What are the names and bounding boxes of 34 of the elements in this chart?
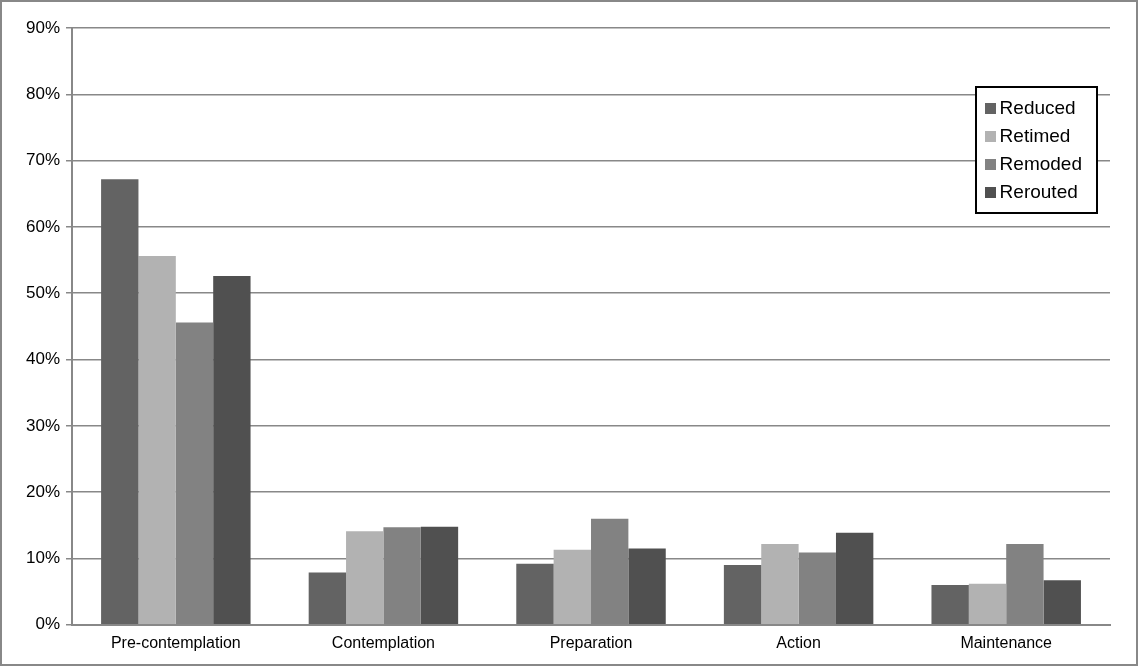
y-tick-label: 40% — [25, 349, 61, 369]
legend-label: Remoded — [999, 153, 1082, 175]
x-tick-label: Maintenance — [960, 633, 1053, 651]
x-tick-label: Preparation — [549, 633, 633, 651]
y-tick-label: 10% — [25, 548, 61, 568]
legend-label: Rerouted — [999, 181, 1078, 203]
bar — [835, 532, 874, 625]
bar — [931, 585, 969, 625]
y-tick-label: 80% — [25, 84, 61, 103]
bar — [516, 563, 554, 625]
y-tick-label: 90% — [25, 17, 61, 37]
bar — [213, 276, 251, 625]
y-tick-label: 60% — [25, 216, 61, 236]
bar — [346, 531, 384, 625]
legend-label: Retimed — [999, 125, 1071, 147]
y-tick-label: 50% — [25, 282, 61, 302]
bar — [420, 526, 459, 625]
bar — [308, 572, 347, 625]
y-tick-label: 0% — [35, 614, 61, 634]
bar — [138, 256, 176, 625]
y-tick-label: 30% — [25, 415, 61, 435]
y-tick-label: 20% — [25, 481, 61, 501]
bar — [723, 565, 762, 625]
x-tick-label: Action — [776, 633, 821, 651]
bar — [628, 548, 666, 625]
legend-label: Reduced — [999, 97, 1076, 119]
y-tick-label: 70% — [25, 150, 61, 170]
x-tick-label: Pre-contemplation — [110, 633, 241, 651]
bar — [968, 583, 1007, 625]
x-tick-label: Contemplation — [331, 633, 435, 651]
bar — [1043, 580, 1081, 625]
bar — [101, 179, 139, 625]
bar — [761, 543, 799, 625]
bar — [553, 549, 592, 625]
